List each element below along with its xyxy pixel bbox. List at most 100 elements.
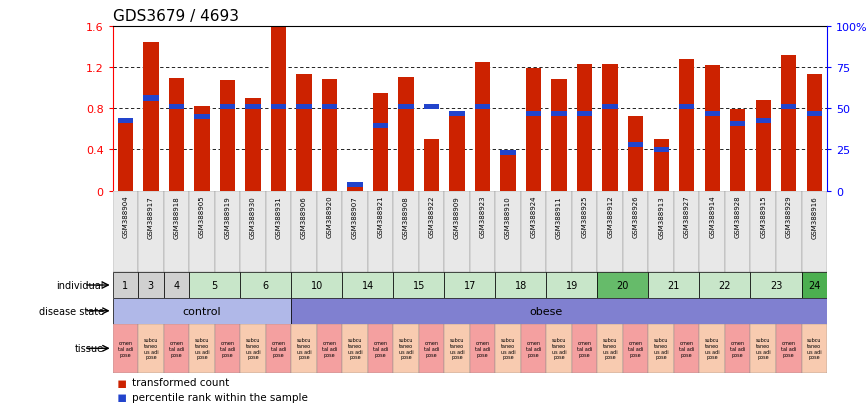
Text: subcu
taneo
us adi
pose: subcu taneo us adi pose bbox=[195, 337, 210, 360]
Text: omen
tal adi
pose: omen tal adi pose bbox=[271, 340, 286, 357]
FancyBboxPatch shape bbox=[546, 273, 598, 298]
Text: GSM388909: GSM388909 bbox=[454, 195, 460, 238]
FancyBboxPatch shape bbox=[444, 324, 469, 373]
FancyBboxPatch shape bbox=[674, 191, 700, 273]
Text: 21: 21 bbox=[668, 280, 680, 290]
Text: 1: 1 bbox=[122, 280, 128, 290]
FancyBboxPatch shape bbox=[113, 273, 138, 298]
Text: 3: 3 bbox=[148, 280, 154, 290]
Bar bbox=[118, 121, 133, 191]
Bar bbox=[679, 104, 695, 109]
Text: GSM388931: GSM388931 bbox=[275, 195, 281, 238]
Bar bbox=[577, 112, 592, 117]
FancyBboxPatch shape bbox=[495, 324, 520, 373]
FancyBboxPatch shape bbox=[113, 191, 827, 273]
Bar bbox=[220, 81, 235, 191]
FancyBboxPatch shape bbox=[751, 273, 802, 298]
FancyBboxPatch shape bbox=[291, 298, 827, 324]
FancyBboxPatch shape bbox=[495, 191, 520, 273]
Bar bbox=[398, 104, 414, 109]
Text: GSM388912: GSM388912 bbox=[607, 195, 613, 238]
FancyBboxPatch shape bbox=[802, 273, 827, 298]
Text: GSM388916: GSM388916 bbox=[811, 195, 818, 238]
Text: 24: 24 bbox=[808, 280, 820, 290]
Text: subcu
taneo
us adi
pose: subcu taneo us adi pose bbox=[756, 337, 771, 360]
Text: GSM388908: GSM388908 bbox=[403, 195, 409, 238]
Text: subcu
taneo
us adi
pose: subcu taneo us adi pose bbox=[398, 337, 413, 360]
FancyBboxPatch shape bbox=[751, 191, 776, 273]
FancyBboxPatch shape bbox=[342, 324, 368, 373]
FancyBboxPatch shape bbox=[572, 324, 598, 373]
Text: 4: 4 bbox=[173, 280, 179, 290]
FancyBboxPatch shape bbox=[164, 324, 189, 373]
FancyBboxPatch shape bbox=[649, 273, 700, 298]
FancyBboxPatch shape bbox=[291, 324, 317, 373]
Text: GSM388914: GSM388914 bbox=[709, 195, 715, 238]
FancyBboxPatch shape bbox=[623, 191, 649, 273]
Text: 22: 22 bbox=[719, 280, 731, 290]
FancyBboxPatch shape bbox=[776, 324, 802, 373]
Text: GSM388928: GSM388928 bbox=[734, 195, 740, 238]
Bar bbox=[705, 66, 720, 191]
Bar bbox=[603, 104, 617, 109]
Text: subcu
taneo
us adi
pose: subcu taneo us adi pose bbox=[144, 337, 158, 360]
Bar bbox=[781, 104, 797, 109]
Bar bbox=[322, 80, 337, 191]
Text: subcu
taneo
us adi
pose: subcu taneo us adi pose bbox=[449, 337, 464, 360]
FancyBboxPatch shape bbox=[598, 273, 649, 298]
Bar bbox=[398, 78, 414, 191]
Text: omen
tal adi
pose: omen tal adi pose bbox=[372, 340, 388, 357]
Text: GSM388923: GSM388923 bbox=[480, 195, 486, 238]
Bar bbox=[245, 99, 261, 191]
FancyBboxPatch shape bbox=[138, 273, 164, 298]
FancyBboxPatch shape bbox=[215, 191, 240, 273]
Bar bbox=[347, 183, 363, 191]
Bar bbox=[705, 112, 720, 117]
Bar bbox=[679, 60, 695, 191]
Bar bbox=[806, 112, 822, 117]
Bar bbox=[194, 107, 210, 191]
FancyBboxPatch shape bbox=[546, 324, 572, 373]
Text: control: control bbox=[183, 306, 221, 316]
FancyBboxPatch shape bbox=[189, 273, 240, 298]
FancyBboxPatch shape bbox=[802, 324, 827, 373]
FancyBboxPatch shape bbox=[495, 273, 546, 298]
Bar bbox=[755, 101, 771, 191]
Text: GSM388925: GSM388925 bbox=[582, 195, 588, 238]
FancyBboxPatch shape bbox=[240, 273, 291, 298]
Text: 18: 18 bbox=[514, 280, 527, 290]
Text: omen
tal adi
pose: omen tal adi pose bbox=[423, 340, 439, 357]
Bar bbox=[449, 112, 465, 117]
FancyBboxPatch shape bbox=[444, 191, 469, 273]
FancyBboxPatch shape bbox=[700, 191, 725, 273]
Bar bbox=[501, 151, 516, 156]
Bar bbox=[552, 112, 566, 117]
FancyBboxPatch shape bbox=[520, 324, 546, 373]
FancyBboxPatch shape bbox=[623, 324, 649, 373]
Text: GSM388915: GSM388915 bbox=[760, 195, 766, 238]
Text: 10: 10 bbox=[311, 280, 323, 290]
FancyBboxPatch shape bbox=[649, 191, 674, 273]
FancyBboxPatch shape bbox=[598, 191, 623, 273]
Text: disease state: disease state bbox=[39, 306, 104, 316]
Bar bbox=[806, 75, 822, 191]
FancyBboxPatch shape bbox=[598, 324, 623, 373]
Bar bbox=[296, 104, 312, 109]
FancyBboxPatch shape bbox=[189, 191, 215, 273]
FancyBboxPatch shape bbox=[113, 298, 291, 324]
FancyBboxPatch shape bbox=[776, 191, 802, 273]
Bar bbox=[654, 147, 669, 153]
FancyBboxPatch shape bbox=[419, 191, 444, 273]
Text: GSM388929: GSM388929 bbox=[785, 195, 792, 238]
Text: tissue: tissue bbox=[74, 344, 104, 354]
Text: omen
tal adi
pose: omen tal adi pose bbox=[118, 340, 133, 357]
Bar bbox=[118, 119, 133, 124]
Bar bbox=[271, 104, 286, 109]
Text: omen
tal adi
pose: omen tal adi pose bbox=[169, 340, 184, 357]
FancyBboxPatch shape bbox=[802, 191, 827, 273]
FancyBboxPatch shape bbox=[700, 324, 725, 373]
FancyBboxPatch shape bbox=[393, 324, 419, 373]
FancyBboxPatch shape bbox=[317, 324, 342, 373]
Text: obese: obese bbox=[530, 306, 563, 316]
Bar bbox=[628, 142, 643, 147]
